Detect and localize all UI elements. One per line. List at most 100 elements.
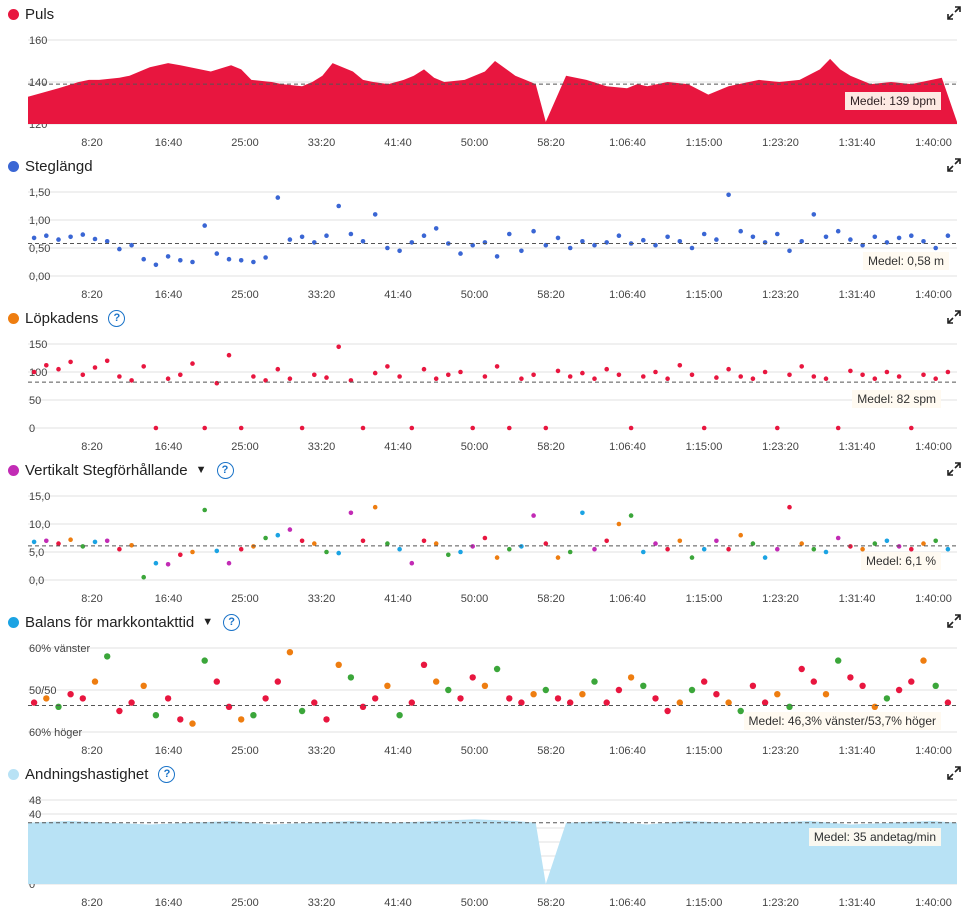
y-tick-label: 60% höger (29, 727, 83, 739)
data-point (31, 539, 37, 545)
data-point (676, 699, 683, 706)
help-icon[interactable]: ? (158, 765, 176, 783)
data-point (324, 375, 329, 380)
data-point (848, 237, 853, 242)
data-point (884, 369, 890, 375)
data-point (335, 661, 342, 668)
x-tick-label: 58:20 (537, 137, 565, 149)
x-tick-label: 1:15:00 (686, 745, 723, 757)
chart-plot-area: 0,0 5,0 10,0 15,0 8:20 16:40 25:00 33:20 41:40 50… (0, 482, 971, 608)
expand-icon[interactable] (947, 6, 961, 20)
data-point (714, 237, 719, 242)
panel-title: Vertikalt Stegförhållande (25, 461, 188, 479)
x-tick-label: 1:23:20 (762, 897, 799, 909)
x-tick-label: 33:20 (308, 137, 336, 149)
data-point (689, 245, 695, 251)
chart-plot-area: 0816243240488:2016:4025:0033:2041:4050:0… (0, 786, 971, 912)
data-point (580, 370, 585, 376)
panel-andningshastighet: Andningshastighet ? 0816243240488:2016:4… (0, 760, 971, 912)
y-tick-label: 1,00 (29, 215, 50, 227)
data-point (494, 364, 500, 369)
data-point (31, 235, 37, 241)
data-point (202, 425, 207, 431)
data-point (299, 425, 305, 431)
x-tick-label: 50:00 (461, 441, 489, 453)
average-label: Medel: 82 spm (852, 390, 941, 408)
data-point (104, 239, 110, 244)
x-tick-label: 25:00 (231, 289, 259, 301)
data-point (80, 372, 86, 378)
data-point (787, 372, 792, 378)
data-point (664, 707, 671, 715)
x-tick-label: 16:40 (155, 897, 183, 909)
average-label: Medel: 35 andetag/min (808, 828, 941, 846)
data-point (128, 699, 135, 706)
data-point (92, 236, 98, 242)
data-point (640, 682, 647, 689)
expand-icon[interactable] (947, 158, 961, 172)
chevron-down-icon[interactable]: ▼ (195, 464, 207, 476)
chevron-down-icon[interactable]: ▼ (202, 616, 214, 628)
data-point (567, 374, 573, 379)
data-point (835, 425, 841, 431)
y-tick-label: 60% vänster (29, 643, 90, 655)
average-label: Medel: 6,1 % (860, 552, 941, 570)
data-point (238, 546, 244, 552)
help-icon[interactable]: ? (216, 461, 234, 479)
data-point (701, 425, 707, 431)
data-point (823, 549, 829, 555)
data-point (178, 552, 183, 558)
panel-header: Balans för markkontakttid ▼ ? (8, 612, 241, 632)
data-point (701, 678, 708, 685)
data-point (507, 425, 512, 431)
x-tick-label: 1:15:00 (686, 593, 723, 605)
data-point (433, 376, 439, 381)
data-point (153, 560, 159, 566)
panel-steglangd: Steglängd 0,00 0,50 1,00 1,50 8:20 16:40 25:00… (0, 152, 971, 304)
x-tick-label: 58:20 (537, 289, 565, 301)
data-point (43, 695, 50, 702)
data-point (141, 364, 146, 369)
data-point (726, 192, 731, 198)
data-point (627, 674, 635, 681)
data-point (665, 234, 670, 240)
data-point (44, 233, 49, 238)
x-tick-label: 1:40:00 (915, 137, 952, 149)
data-point (932, 682, 939, 689)
expand-icon[interactable] (947, 310, 961, 324)
x-tick-label: 25:00 (231, 137, 259, 149)
data-point (433, 678, 440, 685)
x-tick-label: 1:15:00 (686, 897, 723, 909)
data-point (945, 369, 951, 375)
data-point (653, 242, 658, 248)
data-point (433, 226, 439, 231)
data-point (79, 695, 87, 702)
data-point (774, 691, 781, 698)
data-point (129, 242, 134, 248)
expand-icon[interactable] (947, 614, 961, 628)
data-point (324, 233, 329, 238)
y-tick-label: 5,0 (29, 547, 44, 559)
data-point (810, 678, 817, 685)
panel-balans-markkontakttid: Balans för markkontakttid ▼ ? 60% höger 5… (0, 608, 971, 760)
help-icon[interactable]: ? (108, 309, 126, 327)
data-point (616, 372, 622, 378)
x-tick-label: 8:20 (81, 137, 102, 149)
data-point (799, 364, 804, 369)
chart-svg: 0 50 100 150 8:20 16:40 25:00 33:20 41:40 50:00 58… (28, 339, 957, 453)
data-point (323, 716, 330, 723)
data-point (372, 504, 378, 510)
data-point (397, 374, 402, 379)
data-point (933, 245, 938, 251)
data-point (945, 233, 951, 238)
data-point (385, 245, 390, 251)
expand-icon[interactable] (947, 462, 961, 476)
data-point (80, 232, 86, 237)
panel-title: Löpkadens (25, 309, 99, 327)
data-point (287, 376, 293, 381)
expand-icon[interactable] (947, 766, 961, 780)
data-point (896, 235, 902, 241)
data-point (653, 541, 658, 546)
data-point (531, 228, 536, 234)
help-icon[interactable]: ? (223, 613, 241, 631)
